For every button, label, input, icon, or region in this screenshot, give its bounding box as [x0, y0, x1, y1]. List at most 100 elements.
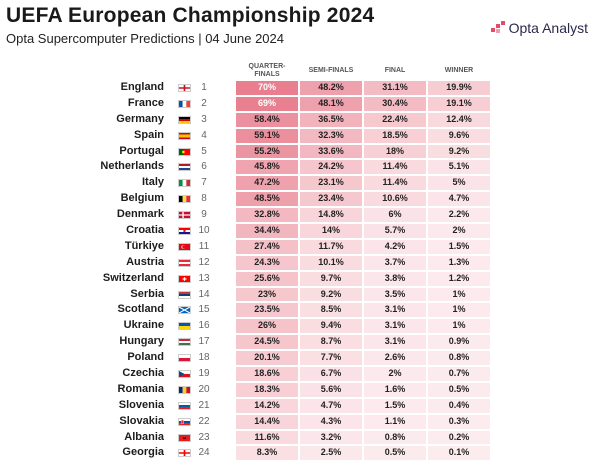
- probability-cell: 1.5%: [364, 398, 426, 413]
- probability-cell: 45.8%: [236, 160, 298, 175]
- probability-cell: 5.6%: [300, 382, 362, 397]
- probability-cell: 0.9%: [428, 335, 490, 350]
- table-row: Denmark 9 32.8% 14.8% 6% 2.2%: [0, 207, 600, 223]
- denmark-flag-icon: [178, 211, 191, 220]
- probability-cell: 5.1%: [428, 160, 490, 175]
- table-row: Hungary 17 24.5% 8.7% 3.1% 0.9%: [0, 334, 600, 350]
- column-header: QUARTER-FINALS: [248, 63, 286, 78]
- spain-flag-icon: [178, 131, 191, 140]
- column-headers: QUARTER-FINALS SEMI-FINALS FINAL WINNER: [0, 62, 600, 80]
- team-name: Croatia: [126, 224, 164, 237]
- table-row: Croatia 10 34.4% 14% 5.7% 2%: [0, 223, 600, 239]
- probability-cell: 1%: [428, 303, 490, 318]
- probability-cell: 0.1%: [428, 446, 490, 461]
- romania-flag-icon: [178, 385, 191, 394]
- team-name: Italy: [141, 176, 164, 189]
- probability-cell: 32.8%: [236, 208, 298, 223]
- probability-cell: 2.6%: [364, 351, 426, 366]
- table-row: Czechia 19 18.6% 6.7% 2% 0.7%: [0, 366, 600, 382]
- team-name: Slovakia: [119, 414, 164, 427]
- probability-cell: 24.5%: [236, 335, 298, 350]
- team-name: Romania: [117, 382, 164, 395]
- probability-cell: 34.4%: [236, 224, 298, 238]
- team-rank: 11: [198, 240, 210, 252]
- probability-cell: 18.5%: [364, 128, 426, 143]
- probability-cell: 23.5%: [236, 303, 298, 318]
- probability-cell: 4.2%: [364, 239, 426, 254]
- probability-cell: 5.7%: [364, 224, 426, 238]
- probability-cell: 1.2%: [428, 271, 490, 286]
- france-flag-icon: [178, 99, 191, 108]
- team-name: Albania: [124, 430, 164, 443]
- table-row: Switzerland 13 25.6% 9.7% 3.8% 1.2%: [0, 271, 600, 287]
- probability-cell: 47.2%: [236, 176, 298, 191]
- team-name: England: [120, 81, 164, 93]
- table-row: Belgium 8 48.5% 23.4% 10.6% 4.7%: [0, 191, 600, 207]
- probability-cell: 11.4%: [364, 176, 426, 191]
- team-rank: 9: [201, 209, 207, 221]
- table-row: Serbia 14 23% 9.2% 3.5% 1%: [0, 287, 600, 303]
- probability-cell: 27.4%: [236, 239, 298, 254]
- slovenia-flag-icon: [178, 401, 191, 410]
- chart-title: UEFA European Championship 2024: [6, 4, 375, 27]
- probability-cell: 8.5%: [300, 303, 362, 318]
- team-rank: 1: [201, 82, 207, 93]
- croatia-flag-icon: [178, 227, 191, 236]
- probability-cell: 0.5%: [428, 382, 490, 397]
- probability-cell: 6.7%: [300, 367, 362, 381]
- table-row: Italy 7 47.2% 23.1% 11.4% 5%: [0, 175, 600, 191]
- ukraine-flag-icon: [178, 322, 191, 331]
- probability-cell: 58.4%: [236, 112, 298, 127]
- team-name: Netherlands: [100, 160, 164, 173]
- probability-cell: 48.5%: [236, 192, 298, 207]
- probability-cell: 30.4%: [364, 96, 426, 111]
- probability-cell: 0.4%: [428, 398, 490, 413]
- team-rank: 13: [198, 272, 210, 284]
- probability-cell: 32.3%: [300, 128, 362, 143]
- column-header: FINAL: [384, 67, 406, 74]
- team-rank: 6: [201, 161, 207, 173]
- probability-cell: 9.2%: [428, 144, 490, 159]
- team-rank: 5: [201, 145, 207, 157]
- poland-flag-icon: [178, 354, 191, 363]
- team-rank: 22: [198, 415, 210, 427]
- probability-cell: 14%: [300, 224, 362, 238]
- team-name: Germany: [116, 112, 164, 125]
- team-rank: 2: [201, 97, 207, 109]
- table-row: Georgia 24 8.3% 2.5% 0.5% 0.1%: [0, 445, 600, 461]
- brand-logo: Opta Analyst: [490, 20, 588, 36]
- probability-cell: 9.6%: [428, 128, 490, 143]
- probability-cell: 1.5%: [428, 239, 490, 254]
- switzerland-flag-icon: [178, 274, 191, 283]
- probability-cell: 0.8%: [428, 351, 490, 366]
- table-row: Türkiye 11 27.4% 11.7% 4.2% 1.5%: [0, 239, 600, 255]
- probability-cell: 14.4%: [236, 414, 298, 429]
- probability-cell: 3.1%: [364, 319, 426, 334]
- team-rank: 10: [198, 225, 210, 237]
- table-row: Ukraine 16 26% 9.4% 3.1% 1%: [0, 318, 600, 334]
- team-rank: 17: [198, 336, 210, 348]
- probability-cell: 2.5%: [300, 446, 362, 461]
- probability-cell: 22.4%: [364, 112, 426, 127]
- team-name: Switzerland: [102, 271, 164, 284]
- probability-cell: 18.6%: [236, 367, 298, 381]
- probability-cell: 9.7%: [300, 271, 362, 286]
- probability-cell: 1.6%: [364, 382, 426, 397]
- probability-cell: 4.7%: [300, 398, 362, 413]
- probability-cell: 0.2%: [428, 430, 490, 445]
- probability-cell: 11.7%: [300, 239, 362, 254]
- slovakia-flag-icon: [178, 417, 191, 426]
- probability-cell: 4.3%: [300, 414, 362, 429]
- table-row: Netherlands 6 45.8% 24.2% 11.4% 5.1%: [0, 159, 600, 175]
- team-rank: 18: [198, 352, 210, 364]
- team-name: Portugal: [119, 144, 164, 157]
- netherlands-flag-icon: [178, 163, 191, 172]
- probability-cell: 1.1%: [364, 414, 426, 429]
- probability-cell: 0.5%: [364, 446, 426, 461]
- czechia-flag-icon: [178, 370, 191, 379]
- probability-cell: 23%: [236, 287, 298, 302]
- probability-cell: 48.2%: [300, 81, 362, 95]
- team-name: Slovenia: [118, 398, 164, 411]
- opta-logo-icon: [490, 21, 505, 33]
- chart-subtitle: Opta Supercomputer Predictions | 04 June…: [6, 31, 284, 46]
